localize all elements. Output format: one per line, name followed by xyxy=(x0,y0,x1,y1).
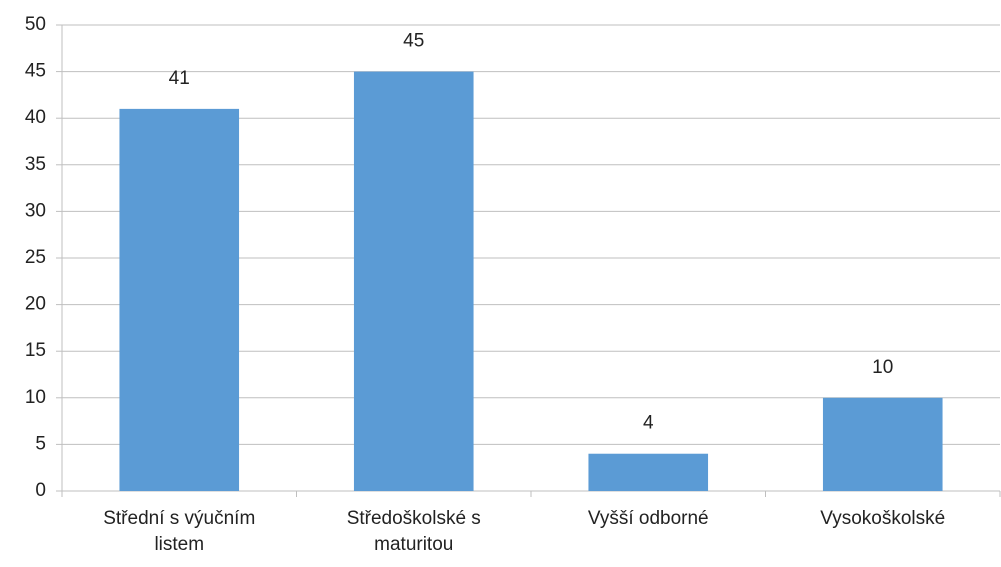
y-tick-label: 25 xyxy=(25,247,46,268)
x-tick-label: Vysokoškolské xyxy=(820,508,946,529)
y-tick-label: 10 xyxy=(25,387,46,408)
y-tick-label: 35 xyxy=(25,154,46,175)
y-tick-label: 50 xyxy=(25,14,46,35)
y-tick-label: 45 xyxy=(25,61,46,82)
bar xyxy=(353,71,474,491)
y-tick-label: 5 xyxy=(35,433,46,454)
bar xyxy=(119,108,240,491)
y-tick-label: 0 xyxy=(35,480,46,501)
data-label: 10 xyxy=(872,357,893,378)
data-label: 4 xyxy=(643,413,654,434)
x-tick-label: Střední s výučním listem xyxy=(103,508,256,555)
y-tick-label: 30 xyxy=(25,200,46,221)
y-tick-label: 15 xyxy=(25,340,46,361)
x-tick-label: Vyšší odborné xyxy=(587,508,709,529)
data-label: 41 xyxy=(169,68,190,89)
y-tick-label: 20 xyxy=(25,294,46,315)
y-tick-label: 40 xyxy=(25,107,46,128)
data-label: 45 xyxy=(403,31,424,52)
x-tick-label: Středoškolské s maturitou xyxy=(346,508,481,555)
bar xyxy=(588,453,709,491)
bar xyxy=(822,397,943,491)
